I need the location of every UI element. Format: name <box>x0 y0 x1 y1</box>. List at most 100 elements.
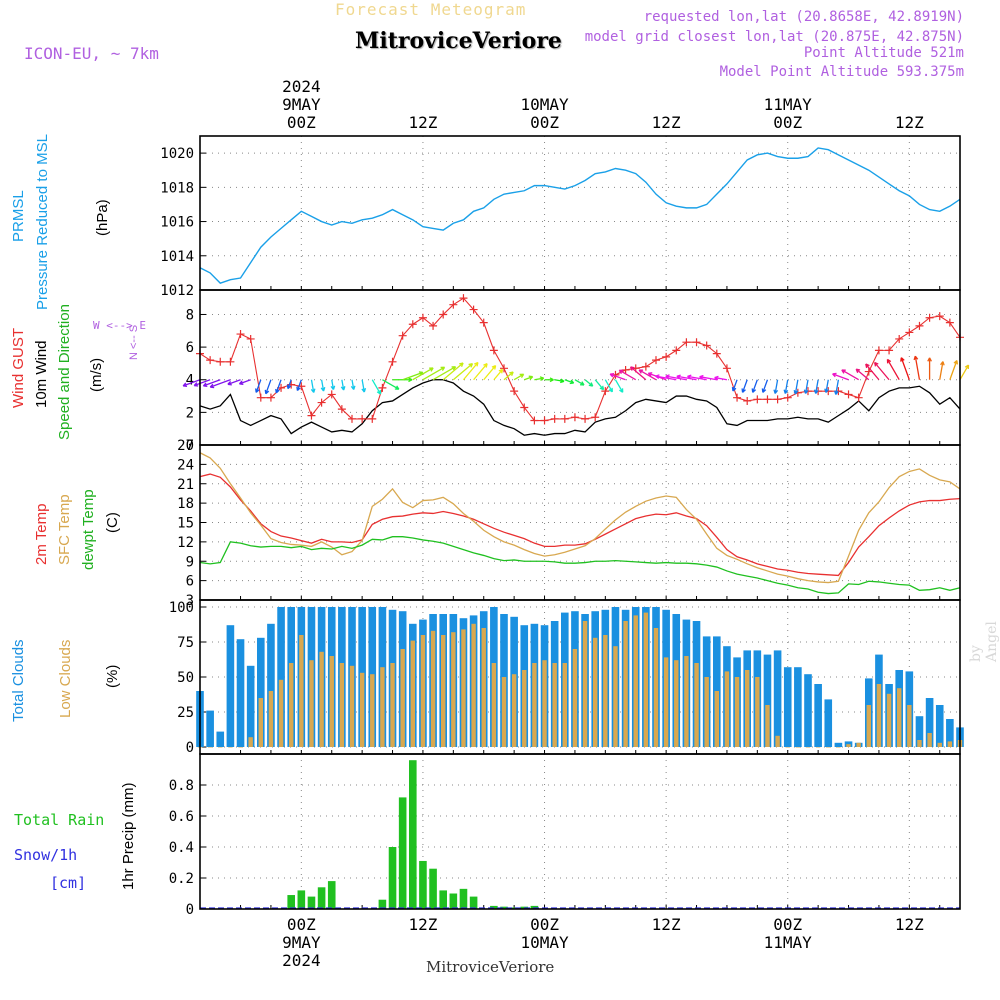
y-tick-label: 0.2 <box>169 871 194 887</box>
low-cloud-bar <box>522 670 527 747</box>
gust-marker <box>672 346 681 355</box>
gust-marker <box>641 362 650 371</box>
wind-direction-arrow <box>699 374 717 381</box>
wind-direction-arrow <box>371 379 382 395</box>
gust-marker <box>743 396 752 405</box>
y-tick-label: 18 <box>177 496 194 512</box>
gust-marker <box>935 312 944 321</box>
y-tick-label: 27 <box>177 438 194 454</box>
low-cloud-bar <box>501 677 507 747</box>
low-cloud-bar <box>633 615 638 747</box>
gust-marker <box>358 414 367 423</box>
gust-marker <box>327 390 336 399</box>
gust-marker <box>570 413 579 422</box>
low-cloud-bar <box>349 665 355 747</box>
wind-direction-arrow <box>687 374 707 381</box>
y-tick-label: 8 <box>186 307 194 323</box>
bottom-time-label: 11MAY <box>764 933 813 952</box>
top-time-label: 00Z <box>287 113 316 132</box>
low-cloud-bar <box>420 635 426 747</box>
top-time-label: 2024 <box>282 77 321 96</box>
y-tick-label: 4 <box>186 373 194 389</box>
low-cloud-bar <box>846 744 851 747</box>
y-tick-label: 0.6 <box>169 809 194 825</box>
gust-marker <box>489 346 498 355</box>
gust-marker <box>712 349 721 358</box>
gust-marker <box>915 321 924 330</box>
low-cloud-bar <box>299 635 304 747</box>
total-cloud-bar <box>814 684 822 747</box>
top-time-label: 12Z <box>408 113 437 132</box>
low-cloud-bar <box>572 649 578 747</box>
low-cloud-bar <box>532 663 537 747</box>
y-tick-label: 0.4 <box>169 840 194 856</box>
top-time-label: 9MAY <box>282 95 321 114</box>
wind-direction-arrow <box>524 375 534 381</box>
gust-marker <box>236 330 245 339</box>
total-cloud-bar <box>935 705 944 747</box>
gust-marker <box>722 364 731 373</box>
low-cloud-bar <box>623 621 628 747</box>
total-cloud-bar <box>267 623 275 747</box>
y-tick-label: 1012 <box>160 283 194 299</box>
dewpt-label: dewpt Temp <box>80 489 97 570</box>
total-cloud-bar <box>925 698 934 747</box>
y-tick-label: 1014 <box>160 249 194 265</box>
low-cloud-bar <box>258 698 263 747</box>
wind-direction-arrow <box>564 379 575 385</box>
low-cloud-bar <box>451 632 456 747</box>
low-cloud-bar <box>491 663 497 747</box>
rain-bar <box>409 760 417 909</box>
wind-gust-label: Wind GUST <box>10 327 27 408</box>
precip-axis-label: 1hr Precip (mm) <box>120 782 137 890</box>
gust-marker <box>368 414 377 423</box>
total-cloud-bar <box>763 654 772 747</box>
rain-bar <box>419 860 427 909</box>
gust-marker <box>388 357 397 366</box>
y-tick-label: 15 <box>177 516 194 532</box>
wind-direction-arrow <box>554 378 565 384</box>
total-cloud-bar <box>915 716 924 747</box>
low-cloud-bar <box>947 741 953 747</box>
low-cloud-bar <box>937 742 942 747</box>
rain-bar <box>378 899 387 909</box>
low-cloud-bar <box>430 630 436 747</box>
rain-bar <box>500 906 508 909</box>
wind-direction-arrow <box>900 357 910 380</box>
low-cloud-bar <box>359 672 365 747</box>
gust-marker <box>418 313 427 322</box>
wind-direction-arrow <box>574 379 585 386</box>
wind-direction-arrow <box>310 379 316 393</box>
low-cloud-bar <box>562 663 567 747</box>
low-cloud-bar <box>268 691 274 747</box>
gust-marker <box>601 387 610 396</box>
wind-direction-arrow <box>462 361 479 381</box>
low-cloud-bar <box>410 640 415 747</box>
low-cloud-bar <box>278 679 284 747</box>
rain-bar <box>398 797 407 909</box>
wind-direction-arrow <box>193 379 211 387</box>
wind-direction-arrow <box>873 361 890 381</box>
low-cloud-bar <box>481 628 486 747</box>
bottom-station: MitroviceVeriore <box>426 958 555 976</box>
low-cloud-bar <box>694 663 699 747</box>
gust-marker <box>337 405 346 414</box>
top-time-label: 12Z <box>652 113 681 132</box>
wind-direction-arrow <box>422 366 446 381</box>
gust-marker <box>530 416 539 425</box>
wind-direction-arrow <box>741 379 748 393</box>
gust-marker <box>449 300 458 309</box>
y-tick-label: 0 <box>186 740 194 756</box>
clouds-unit: (%) <box>104 664 121 688</box>
low-cloud-bar <box>238 747 243 748</box>
y-tick-label: 75 <box>177 635 194 651</box>
wind-direction-arrow <box>584 379 594 387</box>
gust-marker <box>854 393 863 402</box>
bottom-time-label: 00Z <box>773 915 802 934</box>
wind-direction-arrow <box>629 366 647 381</box>
wind-direction-arrow <box>761 379 769 393</box>
wind-direction-arrow <box>676 374 697 381</box>
low-cloud-bar <box>461 629 466 747</box>
panel-frame <box>199 289 961 446</box>
gust-marker <box>783 393 792 402</box>
